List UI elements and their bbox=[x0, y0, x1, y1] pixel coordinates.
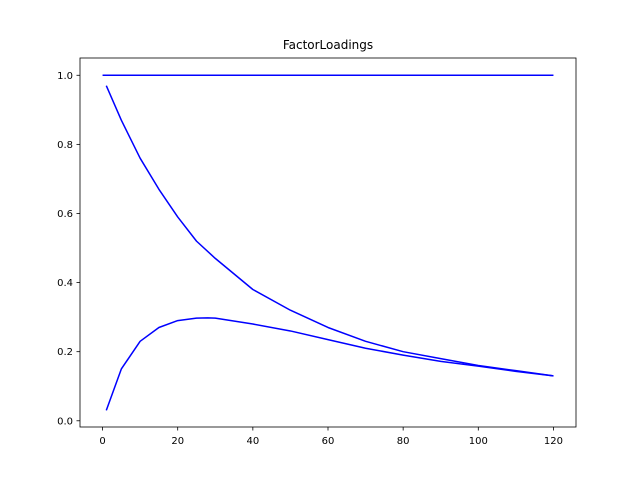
x-tick-label: 20 bbox=[171, 436, 184, 447]
y-tick-label: 0.8 bbox=[57, 140, 73, 151]
series-line-2 bbox=[105, 85, 554, 377]
series-line-3 bbox=[105, 317, 554, 411]
y-tick-label: 1.0 bbox=[57, 71, 73, 82]
y-tick-label: 0.2 bbox=[57, 347, 73, 358]
x-tick-label: 0 bbox=[99, 436, 105, 447]
axes: 0 20 40 60 80 100 120 0.0 0.2 0.4 0.6 0.8 1.0 bbox=[57, 57, 577, 447]
y-tick-label: 0.4 bbox=[57, 278, 73, 289]
x-tick-label: 60 bbox=[322, 436, 335, 447]
chart-title: FactorLoadings bbox=[283, 38, 373, 52]
x-tick-label: 100 bbox=[469, 436, 488, 447]
y-tick-label: 0.6 bbox=[57, 209, 73, 220]
x-tick-label: 120 bbox=[544, 436, 563, 447]
y-tick-label: 0.0 bbox=[57, 416, 73, 427]
x-tick-label: 80 bbox=[397, 436, 410, 447]
plot-area bbox=[102, 74, 554, 411]
x-tick-label: 40 bbox=[246, 436, 259, 447]
